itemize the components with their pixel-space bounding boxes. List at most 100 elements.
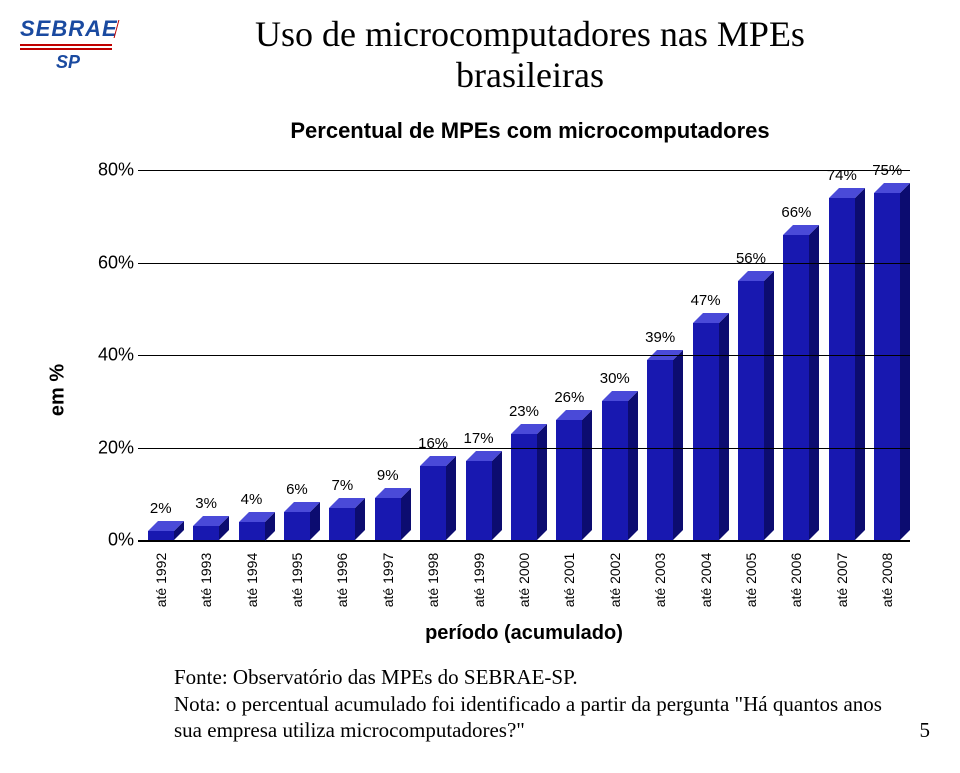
gridline — [138, 448, 910, 449]
x-tick: até 2007 — [819, 544, 864, 614]
bar-value-label: 30% — [600, 370, 630, 387]
bar — [511, 434, 537, 540]
x-tick-label: até 1997 — [380, 553, 396, 608]
bar — [783, 235, 809, 540]
x-tick: até 2005 — [728, 544, 773, 614]
chart-area: em % 0%20%40%60%80% 2%3%4%6%7%9%16%17%23… — [40, 160, 920, 620]
bar — [284, 512, 310, 540]
bar-front — [193, 526, 219, 540]
x-tick-label: até 2005 — [743, 553, 759, 608]
x-tick-label: até 1999 — [471, 553, 487, 608]
bar-side — [809, 225, 819, 540]
bar — [193, 526, 219, 540]
bar — [556, 420, 582, 540]
bar-side — [900, 183, 910, 540]
y-tick-label: 40% — [96, 345, 134, 366]
y-tick-label: 0% — [96, 530, 134, 551]
x-tick: até 2008 — [865, 544, 910, 614]
slide-title: Uso de microcomputadores nas MPEs brasil… — [150, 14, 910, 97]
bar-front — [647, 360, 673, 540]
bar — [239, 522, 265, 541]
x-tick-label: até 1995 — [289, 553, 305, 608]
x-tick: até 1994 — [229, 544, 274, 614]
x-tick: até 1995 — [274, 544, 319, 614]
plot-region: 2%3%4%6%7%9%16%17%23%26%30%39%47%56%66%7… — [138, 170, 910, 542]
x-tick: até 2001 — [547, 544, 592, 614]
gridline — [138, 355, 910, 356]
bar-front — [148, 531, 174, 540]
logo-brand-text: SEBRAE — [20, 18, 118, 40]
bar-value-label: 26% — [554, 389, 584, 406]
y-tick-label: 20% — [96, 437, 134, 458]
bar-front — [874, 193, 900, 540]
bar-side — [492, 451, 502, 540]
x-tick: até 1997 — [365, 544, 410, 614]
bar-front — [738, 281, 764, 540]
bar — [602, 401, 628, 540]
bar-value-label: 16% — [418, 435, 448, 452]
bar-front — [511, 434, 537, 540]
x-tick: até 2003 — [637, 544, 682, 614]
bar-value-label: 39% — [645, 329, 675, 346]
bar — [738, 281, 764, 540]
x-tick: até 1993 — [183, 544, 228, 614]
x-tick: até 1998 — [410, 544, 455, 614]
bar-front — [466, 461, 492, 540]
slide: SEBRAE SP Uso de microcomputadores nas M… — [0, 0, 960, 773]
bar-front — [329, 508, 355, 540]
x-tick-label: até 2001 — [561, 553, 577, 608]
bar-front — [284, 512, 310, 540]
x-tick-label: até 1994 — [244, 553, 260, 608]
logo-region: SP — [20, 52, 116, 73]
bar-value-label: 66% — [781, 204, 811, 221]
bar — [420, 466, 446, 540]
title-line-2: brasileiras — [456, 55, 604, 95]
sebrae-logo: SEBRAE SP — [20, 18, 116, 73]
x-tick: até 2006 — [774, 544, 819, 614]
x-tick: até 1999 — [456, 544, 501, 614]
title-line-1: Uso de microcomputadores nas MPEs — [255, 14, 805, 54]
x-axis-label: período (acumulado) — [138, 622, 910, 645]
bar-side — [628, 391, 638, 540]
bar-front — [375, 498, 401, 540]
bar-value-label: 56% — [736, 250, 766, 267]
footnote-source: Fonte: Observatório das MPEs do SEBRAE-S… — [174, 665, 578, 689]
footnote: Fonte: Observatório das MPEs do SEBRAE-S… — [174, 664, 900, 743]
bar-value-label: 17% — [464, 430, 494, 447]
logo-bar-icon — [20, 44, 112, 46]
bar-side — [537, 424, 547, 540]
bar-side — [764, 271, 774, 540]
bar-front — [783, 235, 809, 540]
bar-front — [420, 466, 446, 540]
y-axis-label: em % — [47, 364, 70, 416]
x-tick-label: até 1996 — [334, 553, 350, 608]
chart-subtitle: Percentual de MPEs com microcomputadores — [150, 118, 910, 144]
bar-value-label: 4% — [241, 491, 263, 508]
bar-side — [582, 410, 592, 540]
bar — [647, 360, 673, 540]
bar-front — [239, 522, 265, 541]
x-tick: até 1996 — [320, 544, 365, 614]
x-tick-labels: até 1992 até 1993 até 1994 até 1995 até 1996… — [138, 544, 910, 614]
logo-bar-icon — [20, 48, 112, 50]
bar-front — [556, 420, 582, 540]
x-tick: até 1992 — [138, 544, 183, 614]
bar-side — [446, 456, 456, 540]
page-number: 5 — [920, 718, 931, 743]
bar-value-label: 47% — [691, 292, 721, 309]
bar — [466, 461, 492, 540]
y-tick-label: 80% — [96, 160, 134, 181]
bar-value-label: 9% — [377, 467, 399, 484]
bar-value-label: 23% — [509, 403, 539, 420]
gridline — [138, 170, 910, 171]
bar — [148, 531, 174, 540]
x-tick-label: até 1992 — [153, 553, 169, 608]
bar — [829, 198, 855, 540]
x-tick-label: até 2007 — [834, 553, 850, 608]
logo-brand: SEBRAE — [20, 18, 116, 40]
bar — [874, 193, 900, 540]
x-tick-label: até 2008 — [879, 553, 895, 608]
gridline — [138, 263, 910, 264]
y-tick-label: 60% — [96, 252, 134, 273]
bar — [375, 498, 401, 540]
